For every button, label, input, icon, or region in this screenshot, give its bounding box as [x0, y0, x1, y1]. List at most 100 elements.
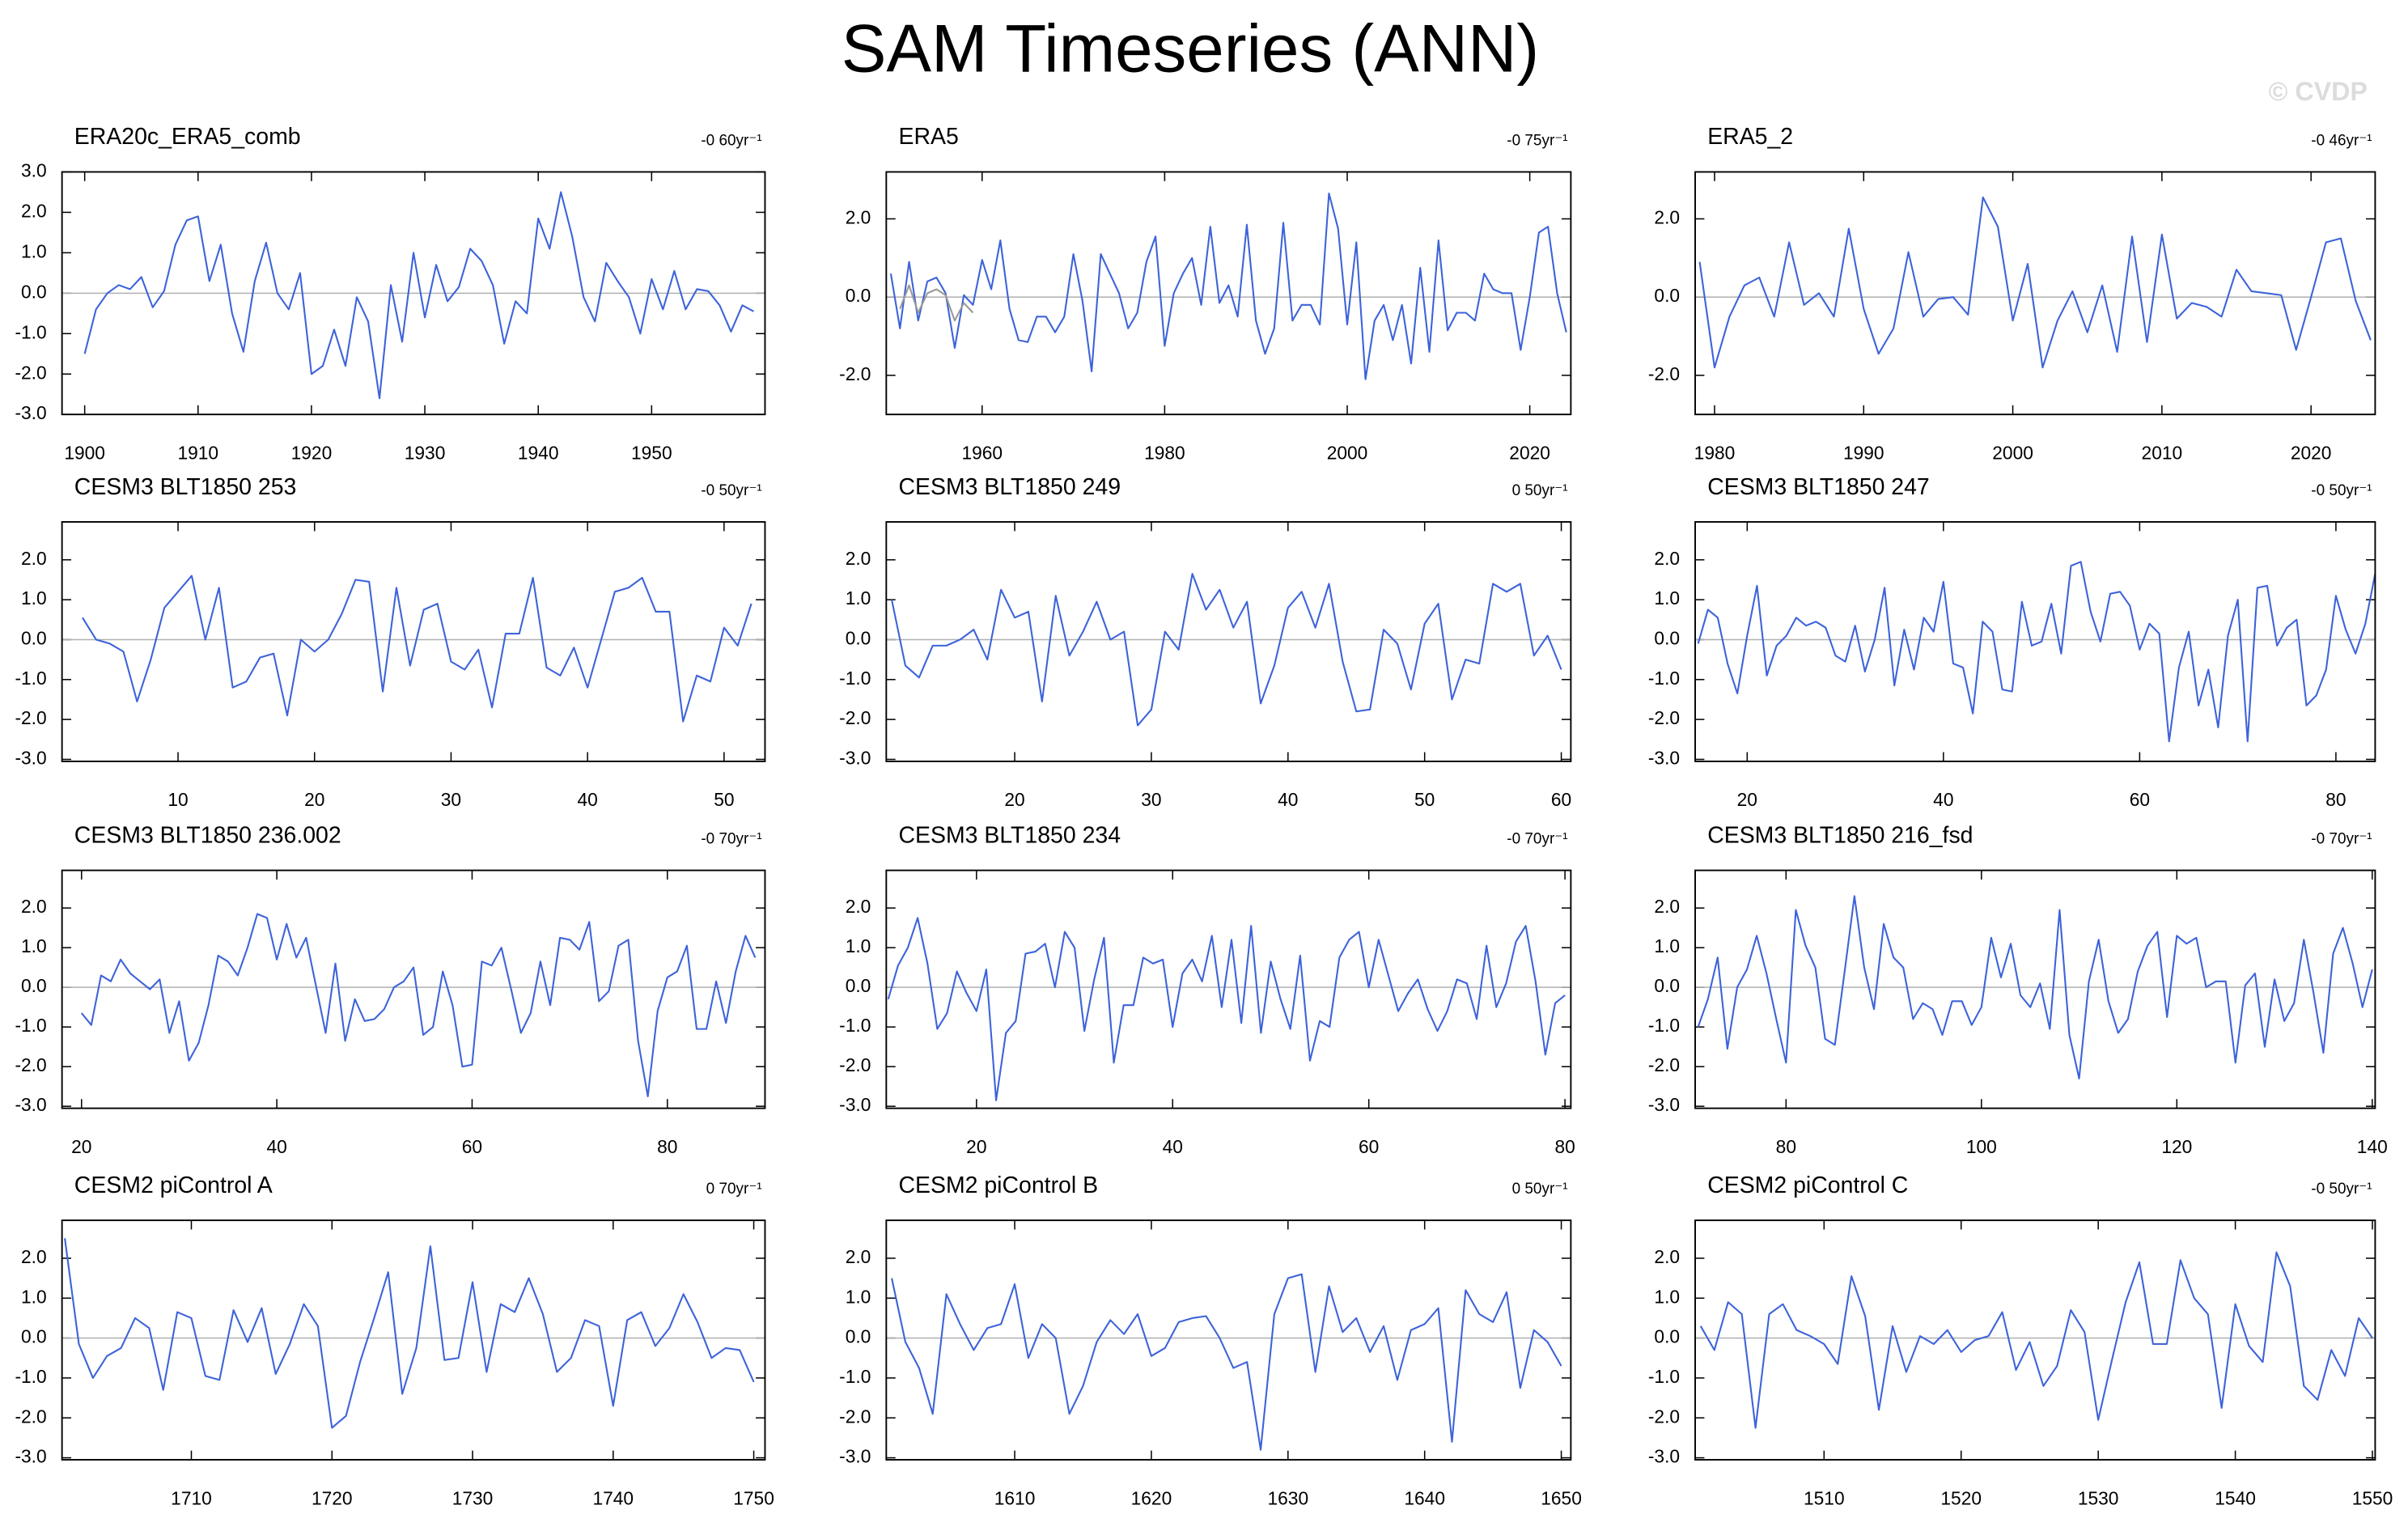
y-tick-label: 0.0	[846, 1326, 871, 1347]
panel-title: CESM3 BLT1850 249	[898, 474, 1121, 500]
data-line	[80, 913, 757, 1097]
x-tick-label: 60	[1551, 789, 1571, 810]
y-tick-label: 0.0	[21, 975, 47, 996]
y-tick-label: -2.0	[839, 1406, 871, 1427]
y-tick-label: 0.0	[846, 285, 871, 306]
y-tick-label: -1.0	[1648, 1366, 1680, 1387]
data-line	[887, 917, 1566, 1101]
y-tick-label: -3.0	[15, 402, 46, 423]
y-tick-label: -2.0	[839, 363, 871, 384]
plot-frame	[61, 1219, 766, 1461]
x-tick-label: 20	[304, 789, 324, 810]
data-line	[891, 573, 1562, 727]
plot-frame	[1694, 869, 2376, 1109]
y-tick-label: 0.0	[21, 627, 47, 648]
y-tick-label: 1.0	[1654, 1286, 1680, 1307]
data-line	[1697, 561, 2376, 743]
plot-frame	[885, 171, 1572, 416]
y-tick-label: -2.0	[1648, 363, 1680, 384]
plot-frame	[1694, 1219, 2376, 1461]
panel-title: CESM2 piControl A	[74, 1172, 273, 1198]
x-tick-label: 60	[2130, 789, 2150, 810]
x-tick-label: 40	[577, 789, 597, 810]
data-line	[64, 1238, 755, 1429]
panel-title: ERA5	[898, 124, 958, 150]
panel-title: CESM3 BLT1850 247	[1707, 474, 1930, 500]
x-tick-label: 1980	[1694, 443, 1736, 464]
x-tick-label: 20	[1004, 789, 1024, 810]
x-tick-label: 2020	[2291, 443, 2332, 464]
x-tick-label: 120	[2161, 1136, 2192, 1157]
x-tick-label: 40	[266, 1136, 286, 1157]
watermark: © CVDP	[2269, 77, 2368, 106]
y-tick-label: 1.0	[846, 587, 871, 608]
x-tick-label: 1750	[733, 1487, 774, 1508]
y-tick-label: -2.0	[15, 1054, 46, 1075]
y-tick-label: 2.0	[846, 896, 871, 917]
panel-title: ERA20c_ERA5_comb	[74, 124, 301, 150]
y-tick-label: -3.0	[839, 1446, 871, 1467]
x-tick-label: 30	[441, 789, 461, 810]
x-tick-label: 2000	[1327, 443, 1368, 464]
trend-annotation: 0 50yr⁻¹	[1512, 1181, 1568, 1198]
y-tick-label: 2.0	[1654, 548, 1680, 569]
x-tick-label: 140	[2357, 1136, 2388, 1157]
x-tick-label: 50	[714, 789, 734, 810]
x-tick-label: 2010	[2142, 443, 2183, 464]
trend-annotation: -0 46yr⁻¹	[2311, 133, 2372, 150]
x-tick-label: 1620	[1131, 1487, 1172, 1508]
x-tick-label: 1610	[994, 1487, 1036, 1508]
y-tick-label: 1.0	[21, 240, 47, 261]
x-tick-label: 1530	[2078, 1487, 2119, 1508]
y-tick-label: -3.0	[839, 747, 871, 768]
y-tick-label: -2.0	[15, 362, 46, 383]
y-tick-label: 1.0	[21, 1286, 47, 1307]
x-tick-label: 1540	[2215, 1487, 2256, 1508]
x-tick-label: 50	[1414, 789, 1435, 810]
y-tick-label: 2.0	[1654, 206, 1680, 227]
panel-title: CESM3 BLT1850 234	[898, 822, 1121, 848]
x-tick-label: 60	[462, 1136, 482, 1157]
plot-frame	[61, 521, 766, 762]
panel-title: CESM3 BLT1850 216_fsd	[1707, 822, 1973, 848]
plot-frame	[885, 1219, 1572, 1461]
data-line	[82, 575, 752, 723]
data-line	[83, 191, 754, 400]
x-tick-label: 1730	[452, 1487, 494, 1508]
trend-annotation: 0 70yr⁻¹	[706, 1181, 762, 1198]
x-tick-label: 2020	[1509, 443, 1550, 464]
data-line	[1698, 196, 2372, 369]
panel-title: CESM2 piControl C	[1707, 1172, 1908, 1198]
x-tick-label: 20	[966, 1136, 986, 1157]
x-tick-label: 100	[1966, 1136, 1997, 1157]
x-tick-label: 1900	[64, 443, 105, 464]
figure-title: SAM Timeseries (ANN)	[842, 10, 1539, 86]
x-tick-label: 20	[71, 1136, 91, 1157]
data-line	[891, 1273, 1562, 1451]
x-tick-label: 1740	[592, 1487, 634, 1508]
x-tick-label: 80	[1776, 1136, 1796, 1157]
x-tick-label: 40	[1933, 789, 1953, 810]
x-tick-label: 1950	[631, 443, 672, 464]
y-tick-label: 0.0	[21, 281, 47, 302]
plot-frame	[61, 869, 766, 1109]
x-tick-label: 1990	[1843, 443, 1884, 464]
y-tick-label: 2.0	[846, 206, 871, 227]
y-tick-label: 3.0	[21, 159, 47, 180]
y-tick-label: 0.0	[21, 1326, 47, 1347]
trend-annotation: -0 50yr⁻¹	[701, 482, 761, 499]
x-tick-label: 30	[1141, 789, 1161, 810]
y-tick-label: -1.0	[1648, 1015, 1680, 1036]
y-tick-label: -2.0	[839, 1054, 871, 1075]
y-tick-label: 0.0	[846, 975, 871, 996]
trend-annotation: -0 50yr⁻¹	[2311, 482, 2372, 499]
plot-frame	[61, 171, 766, 416]
y-tick-label: 2.0	[1654, 896, 1680, 917]
y-tick-label: 1.0	[21, 935, 47, 956]
y-tick-label: -1.0	[839, 1015, 871, 1036]
y-tick-label: -3.0	[839, 1094, 871, 1115]
trend-annotation: -0 50yr⁻¹	[2311, 1181, 2372, 1198]
x-tick-label: 1510	[1804, 1487, 1845, 1508]
